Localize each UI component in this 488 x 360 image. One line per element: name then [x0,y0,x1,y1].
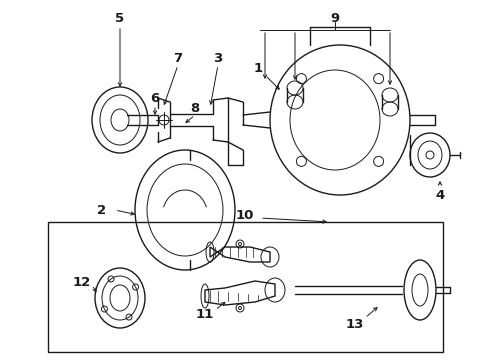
Text: 2: 2 [97,203,106,216]
Text: 12: 12 [73,275,91,288]
Text: 4: 4 [434,189,444,202]
Text: 10: 10 [235,208,254,221]
Text: 8: 8 [190,102,199,114]
Text: 9: 9 [330,12,339,24]
Text: 1: 1 [253,62,262,75]
Text: 11: 11 [196,309,214,321]
Text: 3: 3 [213,51,222,64]
Bar [48,222,442,352]
Text: 7: 7 [173,51,182,64]
Text: 6: 6 [150,91,159,104]
Text: 5: 5 [115,12,124,24]
Text: 13: 13 [345,319,364,332]
